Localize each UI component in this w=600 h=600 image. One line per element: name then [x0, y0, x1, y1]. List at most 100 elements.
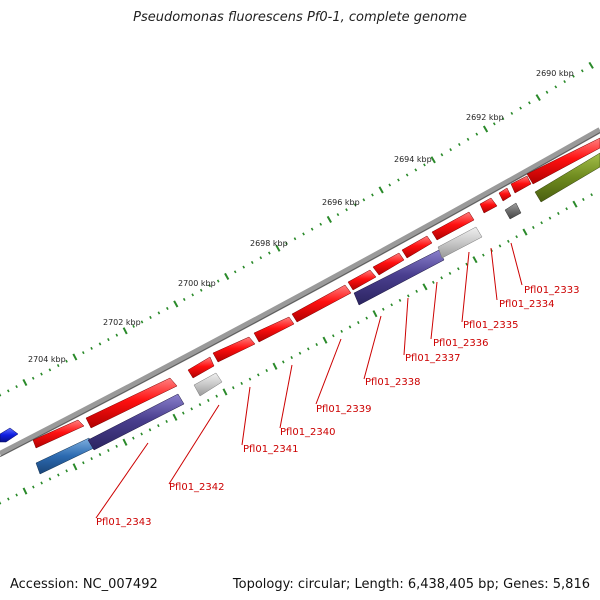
feature-2337-forward[interactable]: [347, 269, 377, 291]
scale-tick: [548, 216, 552, 220]
scale-tick: [572, 74, 575, 78]
scale-tick: [331, 334, 335, 338]
scale-tick: [216, 279, 220, 283]
feature-2342-forward[interactable]: [85, 377, 178, 429]
scale-tick: [588, 61, 594, 69]
backbone-shadow: [0, 132, 600, 457]
scale-tick: [206, 398, 210, 402]
scale-tick: [580, 69, 584, 73]
scale-tick: [319, 222, 323, 226]
feature-2334-forward[interactable]: [479, 197, 498, 214]
scale-tick: [492, 122, 496, 126]
scale-tick: [535, 94, 541, 102]
gene-label[interactable]: Pfl01_2340: [280, 427, 336, 438]
scale-tick: [348, 325, 352, 329]
scale-tick: [82, 461, 85, 465]
scale-tick: [345, 208, 348, 212]
label-leader: [315, 338, 342, 405]
scale-tick-label: 2704 kbp: [28, 355, 66, 364]
feature-olive-reverse[interactable]: [534, 152, 600, 203]
scale-tick: [557, 211, 560, 215]
scale-tick: [190, 407, 194, 411]
scale-tick: [415, 289, 418, 293]
scale-tick: [98, 342, 102, 346]
scale-tick: [268, 251, 271, 255]
feature-2343-forward[interactable]: [32, 419, 85, 449]
scale-tick: [275, 244, 281, 252]
scale-tick: [132, 324, 135, 328]
label-leader: [461, 251, 470, 323]
gene-label[interactable]: Pfl01_2337: [405, 353, 461, 364]
gene-label[interactable]: Pfl01_2338: [365, 377, 421, 388]
gene-label[interactable]: Pfl01_2339: [316, 404, 372, 415]
scale-tick: [65, 359, 68, 363]
scale-tick: [582, 197, 585, 201]
scale-tick: [31, 376, 35, 380]
scale-tick: [285, 242, 288, 246]
gene-label[interactable]: Pfl01_2343: [96, 517, 152, 528]
feature-2341-reverse[interactable]: [193, 372, 223, 397]
label-leader: [168, 404, 220, 485]
gene-label[interactable]: Pfl01_2333: [524, 285, 580, 296]
scale-tick: [336, 213, 340, 217]
scale-tick: [519, 106, 522, 110]
scale-tick: [132, 436, 135, 440]
gene-label[interactable]: Pfl01_2335: [463, 320, 519, 331]
label-leader: [430, 281, 438, 340]
scale-tick: [440, 276, 443, 280]
gene-label[interactable]: Pfl01_2336: [433, 338, 489, 349]
feature-edge-blue[interactable]: [0, 427, 19, 443]
scale-tick: [48, 368, 52, 372]
scale-tick: [222, 388, 228, 396]
scale-tick: [457, 267, 460, 271]
scale-tick: [248, 377, 252, 381]
scale-tick-label: 2690 kbp: [536, 69, 574, 78]
scale-tick: [157, 424, 160, 428]
scale-tick: [81, 351, 85, 355]
scale-tick: [475, 132, 479, 136]
feature-2334-reverse[interactable]: [504, 202, 522, 220]
feature-2342-reverse[interactable]: [87, 393, 185, 451]
scale-tick: [293, 237, 297, 241]
scale-tick: [449, 148, 452, 152]
feature-2337-reverse[interactable]: [353, 249, 445, 306]
scale-tick: [315, 343, 319, 347]
scale-tick: [15, 385, 18, 389]
scale-tick: [191, 293, 195, 297]
gene-label[interactable]: Pfl01_2334: [499, 299, 555, 310]
feature-2335-forward[interactable]: [431, 211, 475, 241]
feature-2338-forward[interactable]: [291, 284, 352, 323]
feature-2339b-forward[interactable]: [253, 316, 295, 343]
feature-2336a-forward[interactable]: [372, 252, 405, 276]
scale-tick: [233, 270, 237, 274]
scale-tick: [224, 272, 230, 280]
scale-tick: [482, 253, 485, 257]
scale-tick: [340, 329, 344, 333]
feature-2335-reverse[interactable]: [437, 226, 483, 259]
scale-tick: [522, 228, 528, 236]
scale-ticks: [0, 61, 594, 505]
scale-tick: [56, 364, 60, 368]
scale-tick: [22, 487, 28, 495]
feature-2333b-forward[interactable]: [510, 175, 532, 194]
scale-tick: [166, 306, 169, 310]
scale-tick: [90, 457, 93, 461]
feature-2336b-forward[interactable]: [401, 235, 433, 259]
gene-label[interactable]: Pfl01_2341: [243, 444, 299, 455]
scale-tick: [378, 186, 384, 194]
feature-2332-forward[interactable]: [526, 137, 600, 185]
gene-label[interactable]: Pfl01_2342: [169, 482, 225, 493]
map-title: Pseudomonas fluorescens Pf0-1, complete …: [133, 10, 467, 25]
feature-2340-forward[interactable]: [187, 356, 215, 379]
feature-2333a-forward[interactable]: [498, 187, 512, 202]
feature-2339-forward[interactable]: [212, 336, 256, 363]
scale-tick: [310, 227, 314, 231]
scale-tick: [430, 156, 436, 164]
scale-tick: [414, 168, 418, 172]
scale-tick: [199, 288, 203, 292]
scale-tick: [115, 333, 119, 337]
scale-tick: [532, 225, 535, 229]
scale-tick: [362, 198, 366, 202]
label-leader-lines: [95, 242, 523, 519]
scale-tick: [32, 485, 35, 489]
